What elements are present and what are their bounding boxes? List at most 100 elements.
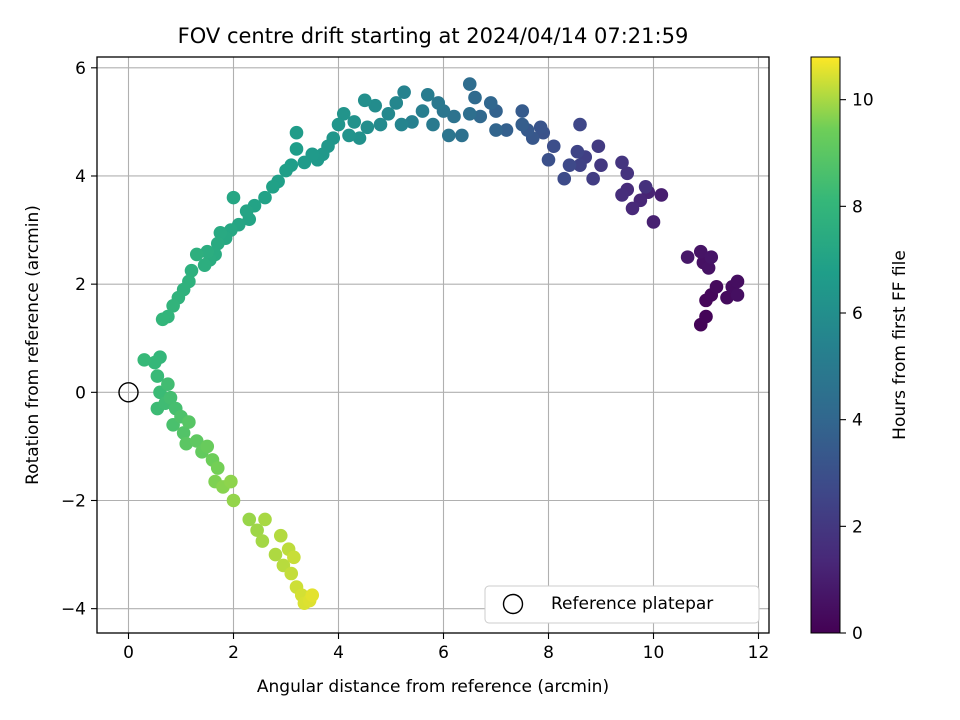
data-point: [620, 166, 635, 181]
data-point: [166, 298, 180, 313]
data-point: [284, 566, 299, 581]
data-point: [182, 415, 196, 429]
data-point: [347, 115, 362, 129]
data-point: [368, 98, 383, 113]
reference-marker: [118, 382, 139, 403]
data-point: [342, 128, 356, 143]
data-point: [573, 158, 587, 172]
data-point: [189, 434, 204, 448]
colorbar-ticks: 0 2 4 6 8 10: [840, 91, 874, 644]
x-tick-label: 2: [228, 643, 239, 663]
data-point: [483, 96, 498, 110]
data-point: [336, 106, 351, 121]
data-point: [499, 123, 514, 137]
colorbar-gradient: [810, 56, 841, 634]
data-point: [573, 117, 587, 132]
data-point: [455, 128, 469, 143]
data-point: [704, 250, 719, 264]
data-point: [268, 547, 283, 562]
data-point: [197, 258, 212, 273]
data-point: [557, 171, 572, 186]
y-tick-label: 0: [75, 383, 86, 403]
data-point: [255, 534, 270, 548]
data-point: [305, 588, 320, 602]
data-point: [273, 528, 288, 543]
data-point: [224, 474, 238, 489]
data-point: [397, 85, 411, 99]
colorbar-tick-label: 10: [852, 91, 874, 111]
y-tick-label: 4: [75, 167, 86, 187]
colorbar-tick-label: 2: [852, 517, 863, 537]
data-point: [184, 263, 199, 278]
data-point: [226, 493, 241, 508]
colorbar-tick-label: 6: [852, 304, 863, 324]
data-point: [654, 188, 669, 202]
data-point: [473, 109, 488, 124]
data-point: [200, 244, 215, 259]
data-point: [210, 461, 225, 475]
reference-point: [118, 382, 139, 403]
y-axis: −4 −2 0 2 4 6: [61, 59, 97, 620]
data-point: [210, 236, 225, 251]
data-point: [176, 426, 191, 440]
y-tick-label: −4: [61, 600, 86, 620]
data-point: [515, 117, 530, 132]
data-point: [405, 115, 419, 129]
colorbar: 0 2 4 6 8 10 Hours from first FF file: [810, 56, 910, 644]
data-point: [533, 120, 548, 135]
data-point: [258, 190, 272, 205]
colorbar-tick-label: 8: [852, 197, 863, 217]
chart-title: FOV centre drift starting at 2024/04/14 …: [178, 24, 689, 48]
data-point: [420, 88, 435, 102]
data-point: [213, 225, 228, 240]
data-point: [289, 125, 304, 140]
scatter-points: [137, 77, 745, 611]
x-tick-label: 8: [543, 643, 554, 663]
data-point: [161, 377, 175, 392]
legend-marker: [502, 593, 524, 615]
data-point: [289, 142, 304, 156]
x-tick-label: 10: [643, 643, 665, 663]
data-point: [680, 250, 695, 264]
y-axis-label: Rotation from reference (arcmin): [23, 205, 43, 485]
data-point: [137, 353, 152, 367]
data-point: [638, 180, 653, 194]
legend-box: [484, 585, 760, 624]
data-point: [242, 512, 257, 527]
x-axis: 0 2 4 6 8 10 12: [123, 633, 769, 663]
data-point: [394, 117, 409, 132]
data-point: [200, 439, 215, 454]
x-tick-label: 0: [123, 643, 134, 663]
x-tick-label: 6: [438, 643, 449, 663]
data-point: [258, 512, 272, 527]
data-point: [699, 309, 713, 324]
data-point: [250, 523, 264, 538]
data-point: [373, 117, 388, 132]
data-point: [150, 369, 165, 383]
data-point: [730, 274, 745, 289]
data-point: [720, 290, 734, 305]
data-point: [515, 104, 530, 118]
colorbar-tick-label: 4: [852, 411, 863, 431]
data-point: [389, 96, 404, 110]
data-point: [693, 244, 708, 259]
data-point: [155, 312, 170, 327]
data-point: [447, 109, 461, 124]
data-point: [297, 155, 312, 170]
data-point: [591, 139, 606, 154]
data-point: [615, 155, 629, 170]
data-point: [462, 106, 477, 121]
grid: [97, 57, 769, 633]
data-point: [546, 139, 561, 154]
data-point: [226, 190, 241, 205]
data-point: [189, 247, 204, 262]
data-point: [586, 171, 600, 186]
legend-label: Reference platepar: [551, 594, 713, 614]
y-tick-label: 2: [75, 275, 86, 295]
data-point: [360, 120, 375, 135]
data-point: [730, 288, 745, 302]
data-point: [179, 436, 194, 451]
data-point: [352, 131, 367, 145]
data-point: [594, 158, 608, 172]
colorbar-tick-label: 0: [852, 624, 863, 644]
